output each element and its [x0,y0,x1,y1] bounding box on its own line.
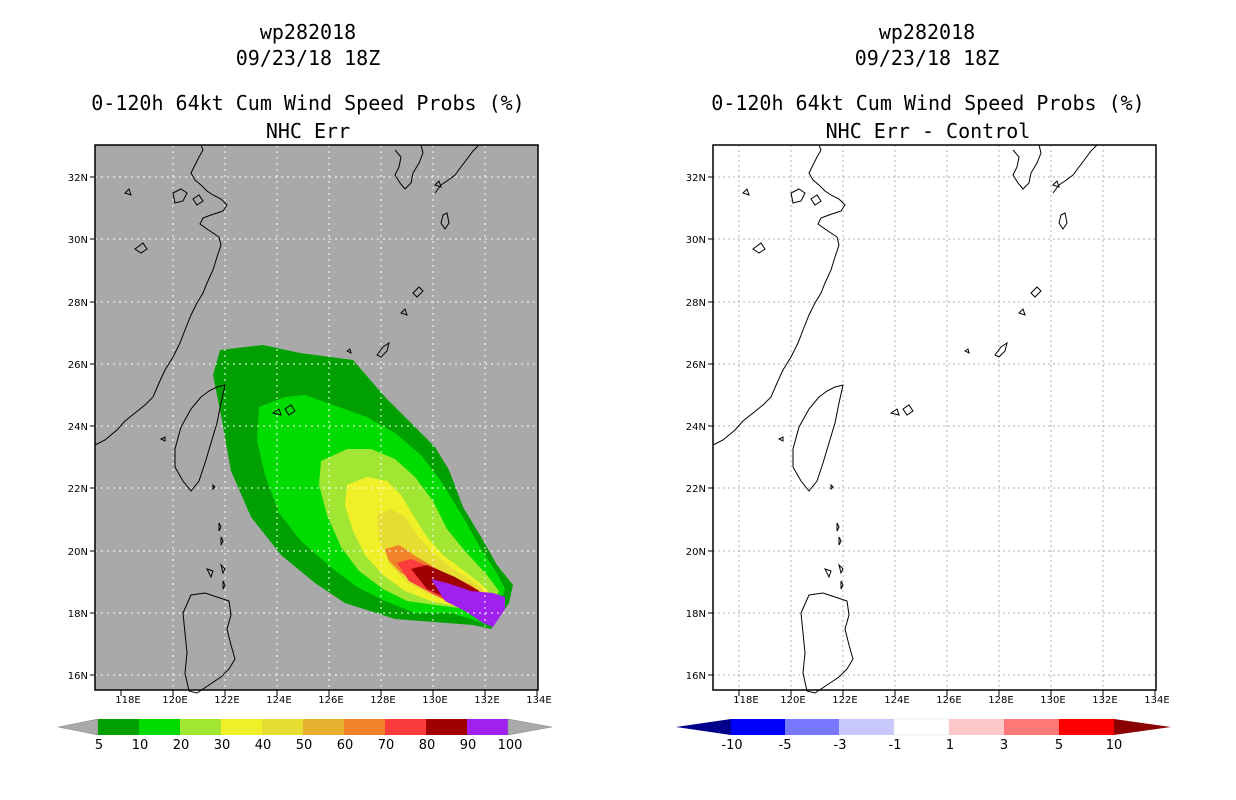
left-xtick-132E: 132E [474,695,499,706]
left-colorbar: 5 10 20 30 40 50 60 70 80 90 100 [57,718,553,753]
right-map-frame [712,144,1157,691]
left-cb-swatch-10 [467,719,508,735]
left-title-datetime: 09/23/18 18Z [235,46,381,70]
left-xtick-134E: 134E [526,695,551,706]
left-ytick-32N: 32N [68,173,88,184]
left-xtick-126E: 126E [318,695,343,706]
left-cb-label: 60 [337,738,354,753]
right-ytick-18N: 18N [686,609,706,620]
right-cb-label: -1 [889,738,902,753]
left-cb-swatch-6 [303,719,344,735]
left-xtick-118E: 118E [115,695,140,706]
right-xtick-120E: 120E [780,695,805,706]
right-cb-swatch-2 [785,719,839,735]
left-map-panel: 118E 120E 122E 124E 126E 128E 130E 132E … [68,144,552,706]
right-xtick-130E: 130E [1040,695,1065,706]
left-cb-label: 90 [460,738,477,753]
right-cb-swatch-1 [731,719,785,735]
right-xtick-122E: 122E [832,695,857,706]
left-ytick-24N: 24N [68,422,88,433]
right-ytick-30N: 30N [686,235,706,246]
left-ytick-16N: 16N [68,671,88,682]
right-ytick-22N: 22N [686,484,706,495]
right-title-datetime: 09/23/18 18Z [854,46,1000,70]
left-cb-label: 50 [296,738,313,753]
left-colorbar-over-arrow [507,718,553,736]
right-xtick-118E: 118E [733,695,758,706]
right-map-panel: 118E 120E 122E 124E 126E 128E 130E 132E … [686,144,1170,706]
left-ytick-28N: 28N [68,298,88,309]
right-title-storm-id: wp282018 [878,20,976,44]
right-map-grid [713,145,1156,690]
left-ytick-30N: 30N [68,235,88,246]
left-cb-swatch-5 [262,719,303,735]
left-cb-swatch-9 [426,719,467,735]
right-cb-label: 5 [1055,738,1063,753]
right-cb-label: 1 [946,738,954,753]
left-colorbar-under-arrow [57,718,99,736]
right-colorbar: -10 -5 -3 -1 1 3 5 10 [676,718,1171,753]
left-xtick-122E: 122E [214,695,239,706]
left-xtick-124E: 124E [266,695,291,706]
prob-90-contour [431,579,505,627]
right-ytick-28N: 28N [686,298,706,309]
right-ytick-16N: 16N [686,671,706,682]
left-title-product: 0-120h 64kt Cum Wind Speed Probs (%) [91,91,525,115]
right-cb-label: -3 [834,738,847,753]
left-cb-swatch-2 [139,719,180,735]
left-title-storm-id: wp282018 [259,20,357,44]
left-cb-swatch-1 [98,719,139,735]
left-xtick-120E: 120E [162,695,187,706]
right-title-method: NHC Err - Control [825,119,1031,143]
right-xtick-132E: 132E [1092,695,1117,706]
left-map-grid [95,145,538,690]
right-map-background [713,145,1156,690]
right-cb-swatch-4 [893,718,950,736]
right-cb-swatch-7 [1059,719,1114,735]
left-title-method: NHC Err [265,119,351,143]
right-cb-label: -10 [721,738,742,753]
right-xtick-126E: 126E [936,695,961,706]
left-map-frame [94,144,539,691]
left-cb-label: 40 [255,738,272,753]
left-cb-swatch-3 [180,719,221,735]
left-cb-label: 100 [498,738,523,753]
left-ytick-26N: 26N [68,360,88,371]
left-ytick-22N: 22N [68,484,88,495]
left-cb-label: 5 [95,738,103,753]
left-ytick-20N: 20N [68,547,88,558]
right-xtick-128E: 128E [988,695,1013,706]
right-ytick-24N: 24N [686,422,706,433]
right-ytick-26N: 26N [686,360,706,371]
right-cb-swatch-5 [949,719,1004,735]
right-cb-label: 3 [1000,738,1008,753]
left-cb-swatch-7 [344,719,385,735]
right-xtick-124E: 124E [884,695,909,706]
left-cb-label: 30 [214,738,231,753]
right-title-product: 0-120h 64kt Cum Wind Speed Probs (%) [711,91,1145,115]
left-cb-label: 70 [378,738,395,753]
right-cb-label: 10 [1106,738,1123,753]
right-cb-swatch-6 [1004,719,1059,735]
left-xtick-128E: 128E [370,695,395,706]
right-colorbar-over-arrow [1114,719,1171,735]
left-xtick-130E: 130E [422,695,447,706]
left-ytick-18N: 18N [68,609,88,620]
left-cb-swatch-8 [385,719,426,735]
right-ytick-32N: 32N [686,173,706,184]
left-cb-swatch-4 [221,719,262,735]
left-cb-label: 20 [173,738,190,753]
right-xtick-134E: 134E [1144,695,1169,706]
right-ytick-20N: 20N [686,547,706,558]
left-cb-label: 10 [132,738,149,753]
right-colorbar-under-arrow [676,719,731,735]
left-cb-label: 80 [419,738,436,753]
right-cb-label: -5 [779,738,792,753]
right-cb-swatch-3 [839,719,894,735]
